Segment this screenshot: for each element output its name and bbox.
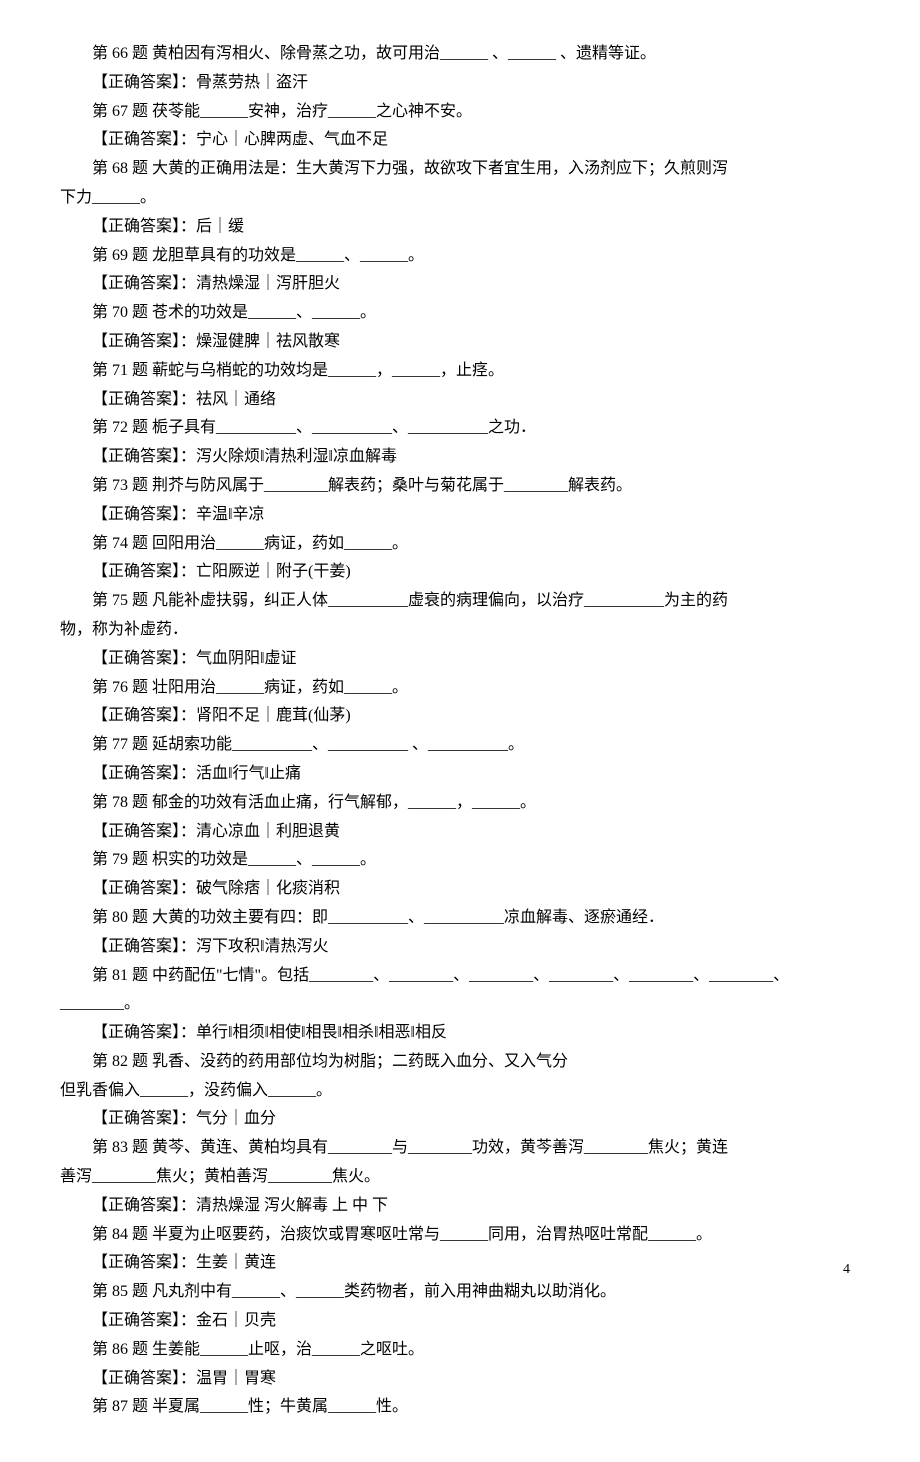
- text-line: 第 77 题 延胡索功能__________、__________ 、_____…: [60, 731, 860, 760]
- text-line: 第 74 题 回阳用治______病证，药如______。: [60, 530, 860, 559]
- text-line: 【正确答案】：宁心｜心脾两虚、气血不足: [60, 126, 860, 155]
- text-line: 第 66 题 黄柏因有泻相火、除骨蒸之功，故可用治______ 、______ …: [60, 40, 860, 69]
- text-line: 第 73 题 荆芥与防风属于________解表药；桑叶与菊花属于_______…: [60, 472, 860, 501]
- text-line: 第 67 题 茯苓能______安神，治疗______之心神不安。: [60, 98, 860, 127]
- text-line: 【正确答案】：骨蒸劳热｜盗汗: [60, 69, 860, 98]
- text-line: 第 71 题 蕲蛇与乌梢蛇的功效均是______，______，止痉。: [60, 357, 860, 386]
- text-line: 【正确答案】：亡阳厥逆｜附子(干姜): [60, 558, 860, 587]
- document-body: 第 66 题 黄柏因有泻相火、除骨蒸之功，故可用治______ 、______ …: [60, 40, 860, 1422]
- text-line: 【正确答案】：活血‖行气‖止痛: [60, 760, 860, 789]
- text-line: 第 69 题 龙胆草具有的功效是______、______。: [60, 242, 860, 271]
- text-line: 【正确答案】：祛风｜通络: [60, 386, 860, 415]
- text-line: 【正确答案】：燥湿健脾｜祛风散寒: [60, 328, 860, 357]
- text-line: 【正确答案】：生姜｜黄连: [60, 1249, 860, 1278]
- text-line: 第 80 题 大黄的功效主要有四：即__________、__________凉…: [60, 904, 860, 933]
- page-number: 4: [843, 1257, 850, 1282]
- text-line: 【正确答案】：泻下攻积‖清热泻火: [60, 933, 860, 962]
- text-line: 【正确答案】：清热燥湿 泻火解毒 上 中 下: [60, 1192, 860, 1221]
- text-line: 【正确答案】：肾阳不足｜鹿茸(仙茅): [60, 702, 860, 731]
- text-line: 第 84 题 半夏为止呕要药，治痰饮或胃寒呕吐常与______同用，治胃热呕吐常…: [60, 1221, 860, 1250]
- text-line: 第 85 题 凡丸剂中有______、______类药物者，前入用神曲糊丸以助消…: [60, 1278, 860, 1307]
- text-line: 第 82 题 乳香、没药的药用部位均为树脂；二药既入血分、又入气分: [60, 1048, 860, 1077]
- text-line: 【正确答案】：辛温‖辛凉: [60, 501, 860, 530]
- text-line: 但乳香偏入______，没药偏入______。: [60, 1077, 860, 1106]
- text-line: 【正确答案】：后｜缓: [60, 213, 860, 242]
- text-line: 第 81 题 中药配伍"七情"。包括________、________、____…: [60, 962, 860, 991]
- text-line: 第 83 题 黄芩、黄连、黄柏均具有________与________功效，黄芩…: [60, 1134, 860, 1163]
- text-line: 第 87 题 半夏属______性；牛黄属______性。: [60, 1393, 860, 1422]
- text-line: 第 76 题 壮阳用治______病证，药如______。: [60, 674, 860, 703]
- text-line: 【正确答案】：温胃｜胃寒: [60, 1365, 860, 1394]
- text-line: 物，称为补虚药．: [60, 616, 860, 645]
- text-line: 第 86 题 生姜能______止呕，治______之呕吐。: [60, 1336, 860, 1365]
- text-line: ________。: [60, 990, 860, 1019]
- text-line: 下力______。: [60, 184, 860, 213]
- text-line: 第 78 题 郁金的功效有活血止痛，行气解郁，______，______。: [60, 789, 860, 818]
- text-line: 【正确答案】：泻火除烦‖清热利湿‖凉血解毒: [60, 443, 860, 472]
- text-line: 第 70 题 苍术的功效是______、______。: [60, 299, 860, 328]
- text-line: 善泻________焦火；黄柏善泻________焦火。: [60, 1163, 860, 1192]
- text-line: 【正确答案】：气血阴阳‖虚证: [60, 645, 860, 674]
- text-line: 【正确答案】：金石｜贝壳: [60, 1307, 860, 1336]
- text-line: 第 72 题 栀子具有__________、__________、_______…: [60, 414, 860, 443]
- text-line: 【正确答案】：清心凉血｜利胆退黄: [60, 818, 860, 847]
- text-line: 第 79 题 枳实的功效是______、______。: [60, 846, 860, 875]
- text-line: 【正确答案】：清热燥湿｜泻肝胆火: [60, 270, 860, 299]
- text-line: 第 68 题 大黄的正确用法是：生大黄泻下力强，故欲攻下者宜生用，入汤剂应下；久…: [60, 155, 860, 184]
- text-line: 【正确答案】：气分｜血分: [60, 1105, 860, 1134]
- text-line: 第 75 题 凡能补虚扶弱，纠正人体__________虚衰的病理偏向，以治疗_…: [60, 587, 860, 616]
- text-line: 【正确答案】：破气除痞｜化痰消积: [60, 875, 860, 904]
- text-line: 【正确答案】：单行‖相须‖相使‖相畏‖相杀‖相恶‖相反: [60, 1019, 860, 1048]
